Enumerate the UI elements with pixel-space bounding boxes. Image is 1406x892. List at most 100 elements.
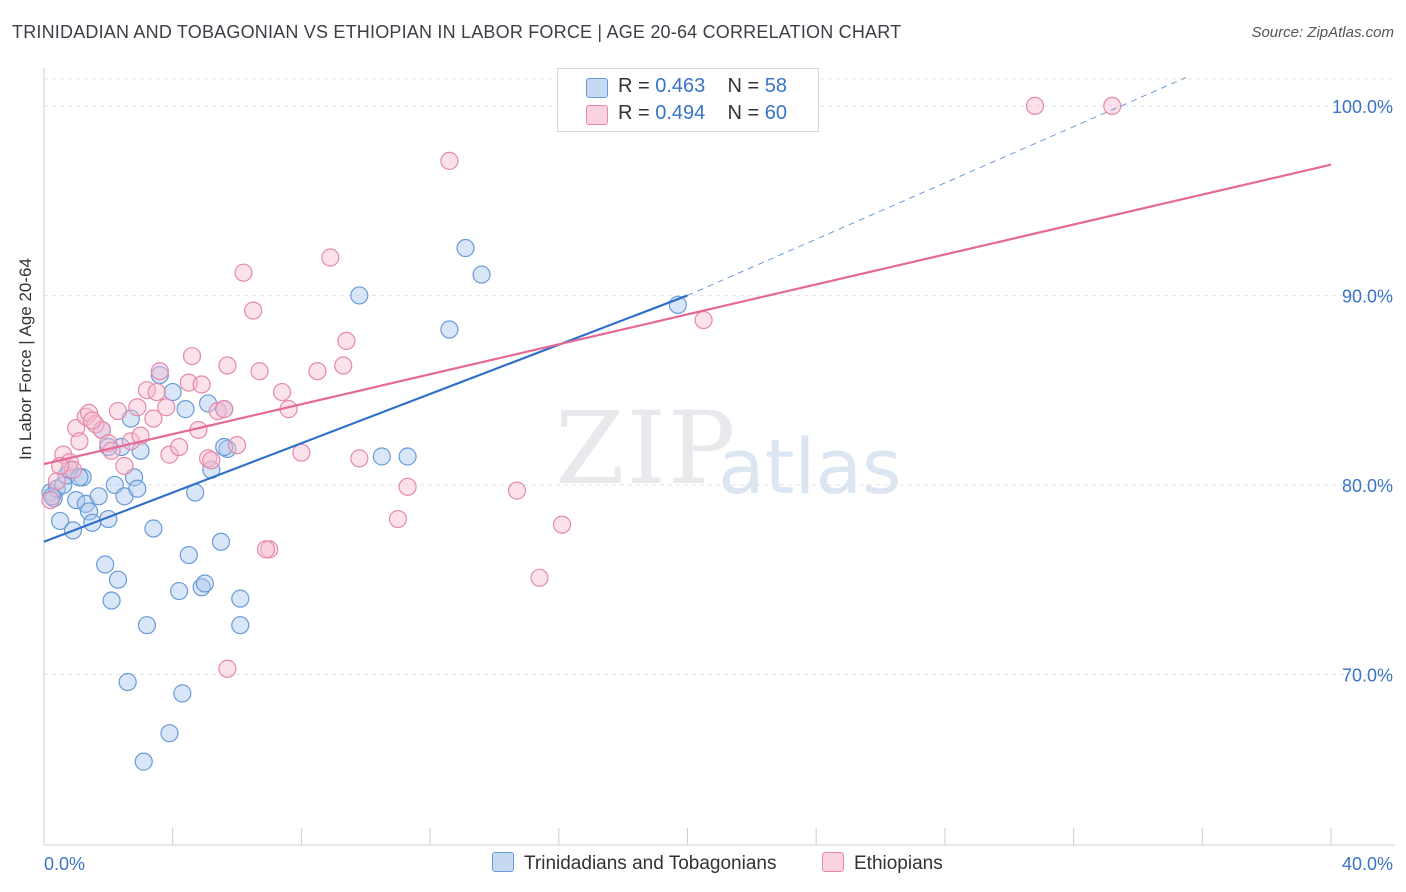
point-ethiopian [1103,96,1122,116]
point-trinidadian [211,532,231,551]
point-ethiopian [192,375,211,394]
point-trinidadian [67,490,86,510]
point-ethiopian [218,659,237,678]
point-trinidadian [108,570,128,589]
point-ethiopian [694,310,713,330]
point-trinidadian [176,400,195,419]
legend-swatch-pink [586,105,608,125]
point-trinidadian [89,487,108,506]
point-ethiopian [388,509,408,529]
point-ethiopian [208,401,227,421]
point-ethiopian [144,409,163,428]
point-ethiopian [128,398,147,417]
point-trinidadian [231,616,250,635]
point-trinidadian [195,574,214,593]
bottom-legend-label: Trinidadians and Tobagonians [524,853,777,874]
point-ethiopian [1025,96,1045,116]
point-ethiopian [272,382,292,402]
point-trinidadian [96,555,115,574]
y-tick-label: 80.0% [1342,476,1393,496]
point-trinidadian [398,447,417,466]
point-ethiopian [198,449,218,468]
point-ethiopian [337,331,356,350]
x-tick-label: 40.0% [1342,854,1393,874]
legend-r-value: 0.463 [655,75,706,97]
point-trinidadian [128,479,147,498]
legend-r-label: R = [618,102,656,124]
point-trinidadian [134,752,153,771]
point-trinidadian [440,320,459,339]
trendline-trinidadian-extension [687,77,1187,296]
point-trinidadian [144,519,163,538]
watermark-atlas: atlas [718,422,902,511]
legend-n-value: 60 [764,102,788,124]
point-ethiopian [115,456,134,476]
point-ethiopian [507,481,527,500]
point-ethiopian [552,515,572,534]
point-trinidadian [137,616,157,635]
point-ethiopian [321,248,340,267]
point-ethiopian [350,449,369,468]
axes [43,68,1395,846]
point-trinidadian [198,394,218,413]
point-trinidadian [163,382,182,402]
point-ethiopian [256,540,276,559]
legend-n-label: N = [727,75,765,97]
legend-r-label: R = [618,75,656,97]
point-ethiopian [157,398,176,417]
trendline-ethiopian [43,163,1332,466]
point-ethiopian [215,400,234,419]
point-trinidadian [118,672,137,692]
point-trinidadian [79,502,99,521]
y-tick-label: 70.0% [1342,665,1393,685]
legend-r-value: 0.494 [655,102,706,124]
point-ethiopian [70,432,89,451]
point-trinidadian [372,447,391,466]
point-ethiopian [250,362,269,381]
data-points [41,96,1122,771]
point-trinidadian [160,724,179,743]
point-ethiopian [292,443,311,462]
point-trinidadian [70,468,89,487]
point-trinidadian [173,684,192,703]
point-ethiopian [227,436,247,455]
point-trinidadian [102,591,121,610]
x-tick-label: 0.0% [44,854,85,874]
bottom-legend-ethiopian: Ethiopians [822,852,943,878]
chart-title: TRINIDADIAN AND TOBAGONIAN VS ETHIOPIAN … [12,22,902,42]
point-ethiopian [202,451,221,470]
point-trinidadian [350,286,369,305]
point-ethiopian [398,477,417,496]
grid-lines [44,78,1395,675]
point-ethiopian [334,356,353,375]
point-ethiopian [108,401,128,421]
point-ethiopian [150,362,169,381]
point-trinidadian [218,439,237,459]
legend-n-value: 58 [764,75,788,97]
point-ethiopian [530,568,549,587]
point-ethiopian [182,346,202,366]
point-ethiopian [234,263,253,282]
trend-lines [43,77,1332,543]
point-ethiopian [83,411,102,430]
tick-labels: 70.0% 80.0% 90.0% 100.0% 0.0% 40.0% [44,97,1393,874]
point-ethiopian [218,356,237,375]
point-ethiopian [170,437,189,457]
point-trinidadian [179,545,198,565]
point-ethiopian [41,490,60,510]
source-label: Source: ZipAtlas.com [1251,24,1394,41]
point-trinidadian [231,589,250,608]
y-axis-label: In Labor Force | Age 20-64 [16,258,35,460]
point-ethiopian [160,445,179,464]
point-ethiopian [440,151,459,170]
trendline-trinidadian [43,294,688,543]
bottom-legend-label: Ethiopians [854,853,943,874]
point-trinidadian [170,581,189,601]
point-trinidadian [456,238,475,258]
bottom-legend-trinidadian: Trinidadians and Tobagonians [492,852,776,878]
point-ethiopian [47,472,66,491]
point-trinidadian [50,511,70,531]
watermark-zip: ZIP [555,390,738,507]
bottom-legend-swatch-blue [492,852,514,872]
